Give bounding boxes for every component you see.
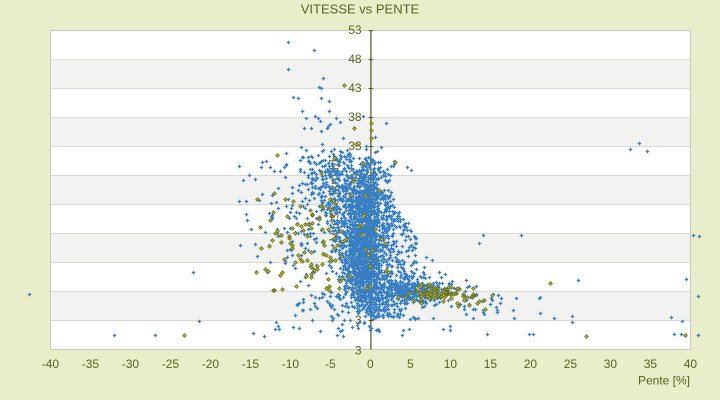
svg-text:10: 10 [444, 357, 458, 371]
svg-text:40: 40 [684, 357, 698, 371]
svg-text:15: 15 [484, 357, 498, 371]
svg-text:38: 38 [348, 110, 362, 124]
svg-text:35: 35 [644, 357, 658, 371]
svg-text:-10: -10 [282, 357, 300, 371]
svg-text:-15: -15 [242, 357, 260, 371]
svg-text:3: 3 [355, 313, 362, 327]
svg-text:3: 3 [355, 344, 362, 358]
svg-text:0: 0 [367, 357, 374, 371]
svg-text:53: 53 [348, 23, 362, 37]
svg-text:Pente [%]: Pente [%] [638, 374, 690, 388]
svg-text:48: 48 [348, 52, 362, 66]
svg-text:VITESSE vs PENTE: VITESSE vs PENTE [301, 2, 420, 17]
svg-text:5: 5 [407, 357, 414, 371]
svg-text:-40: -40 [42, 357, 60, 371]
svg-text:25: 25 [564, 357, 578, 371]
svg-text:-35: -35 [82, 357, 100, 371]
svg-text:-5: -5 [325, 357, 336, 371]
svg-text:-25: -25 [162, 357, 180, 371]
svg-text:30: 30 [604, 357, 618, 371]
svg-text:43: 43 [348, 81, 362, 95]
svg-text:-20: -20 [202, 357, 220, 371]
svg-text:-30: -30 [122, 357, 140, 371]
svg-text:20: 20 [524, 357, 538, 371]
svg-text:33: 33 [348, 139, 362, 153]
